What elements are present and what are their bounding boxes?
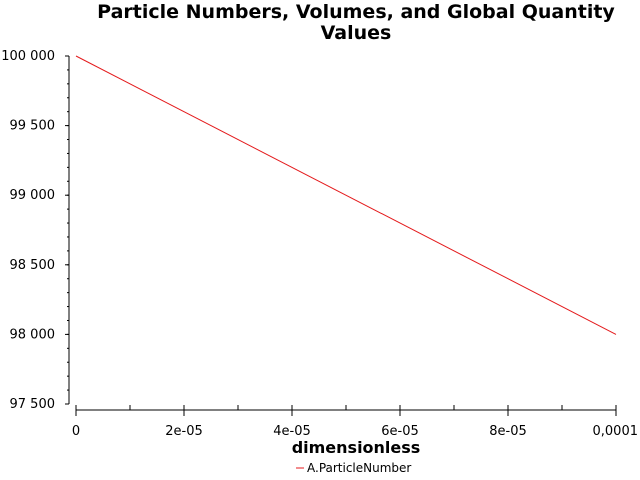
y-tick-label: 97 500 bbox=[10, 397, 56, 412]
axes bbox=[68, 56, 616, 411]
y-tick-label: 98 500 bbox=[10, 258, 56, 273]
x-axis-title: dimensionless bbox=[292, 438, 421, 457]
x-tick-label: 2e-05 bbox=[165, 424, 203, 439]
y-axis-ticks: 100 000 99 500 99 000 98 500 98 000 97 500 bbox=[1, 49, 69, 412]
x-tick-label: 0,0001 bbox=[593, 424, 639, 439]
chart-title-line-1: Particle Numbers, Volumes, and Global Qu… bbox=[97, 1, 615, 23]
legend-label: A.ParticleNumber bbox=[307, 461, 411, 475]
series-line bbox=[75, 55, 617, 335]
x-tick-label: 8e-05 bbox=[489, 424, 527, 439]
y-tick-label: 98 000 bbox=[10, 327, 56, 342]
y-tick-label: 99 000 bbox=[10, 188, 56, 203]
x-tick-label: 0 bbox=[72, 424, 80, 439]
x-tick-label: 6e-05 bbox=[381, 424, 419, 439]
y-tick-label: 99 500 bbox=[10, 119, 56, 134]
x-axis-ticks: 0 2e-05 4e-05 6e-05 8e-05 0,0001 bbox=[72, 405, 638, 439]
x-tick-label: 4e-05 bbox=[273, 424, 311, 439]
series-group bbox=[75, 55, 617, 335]
chart-title: Particle Numbers, Volumes, and Global Qu… bbox=[97, 1, 615, 44]
chart-title-line-2: Values bbox=[321, 22, 392, 44]
y-tick-label: 100 000 bbox=[1, 49, 55, 64]
legend: A.ParticleNumber bbox=[296, 461, 411, 475]
